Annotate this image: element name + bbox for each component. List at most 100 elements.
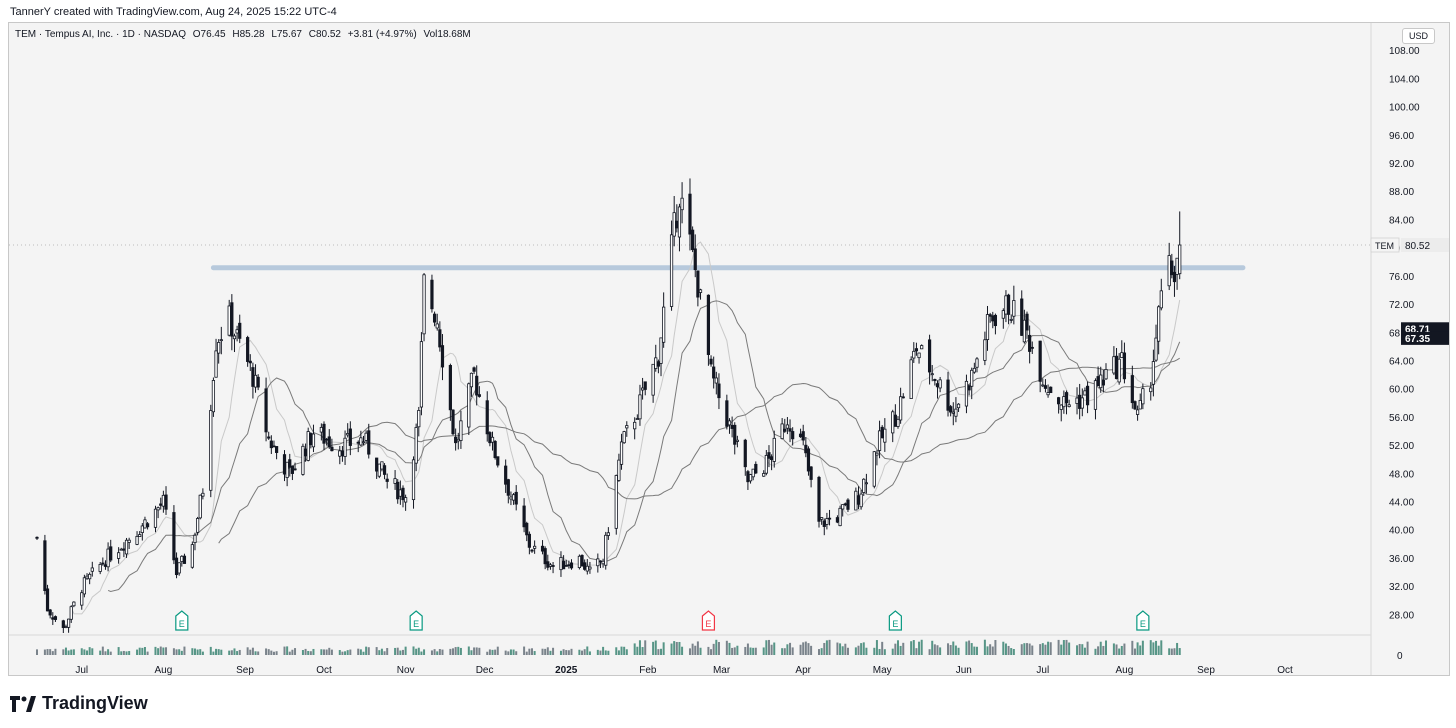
volume-bar [857,645,860,655]
volume-bar [423,649,426,655]
volume-bar [675,641,678,655]
candle-body [311,433,316,448]
candle-body [1049,386,1053,394]
volume-bar [215,648,218,655]
candle-body [361,441,366,444]
candle-body [232,335,237,340]
volume-bar [1002,641,1005,655]
volume-bar [452,648,455,655]
volume-bar [1152,642,1155,655]
y-tick-label: 96.00 [1389,131,1414,142]
volume-bar [1102,645,1105,655]
candle-body [248,360,252,364]
volume-bar [128,651,131,655]
volume-bar [975,646,978,655]
candle-body [227,305,231,336]
candle-body [585,565,589,572]
currency-button[interactable]: USD [1401,28,1435,44]
candle-body [485,400,489,435]
candle-body [835,517,840,523]
candle-body [798,433,803,438]
candle-body [272,445,276,448]
candle-body [156,507,160,511]
candle-body [101,562,105,565]
candle-body [230,302,234,337]
volume-bar [660,648,663,655]
candle-body [359,437,363,446]
volume-bar [617,650,620,655]
volume-bar [496,646,499,655]
chart-frame[interactable]: 108.00 104.00 100.00 96.00 92.00 88.00 84.00 80… [8,22,1450,676]
volume-bar [844,643,847,655]
volume-bar [717,642,720,655]
candle-body [804,444,808,454]
volume-bar [541,648,544,655]
volume-bar [567,650,570,655]
volume-bar [91,648,94,655]
candle-body [893,414,897,427]
candle-body [825,518,829,525]
candle-body [143,519,147,529]
volume-bar [744,646,747,655]
volume-bar [36,649,38,655]
tradingview-logo[interactable]: TradingView [10,693,148,714]
volume-bar [1041,643,1044,655]
candle-body [525,522,529,536]
volume-bar [183,646,186,655]
volume-bar [681,646,684,655]
candle-body [743,439,747,468]
candle-body [1059,404,1063,410]
volume-bar [623,646,626,655]
candle-body [451,409,455,435]
volume-bar [1099,641,1102,655]
symbol-legend: TEM · Tempus AI, Inc. · 1D · NASDAQ O76.… [15,29,475,40]
volume-bar [209,646,212,655]
candle-body [691,229,695,251]
volume-bar [415,648,418,655]
volume-bar [512,649,515,655]
volume-bar [899,645,902,655]
volume-bar [781,648,784,655]
y-tick-label: 88.00 [1389,187,1414,198]
candle-body [896,418,900,427]
volume-bar [80,648,83,655]
candle-body [872,451,876,487]
volume-bar [565,650,568,655]
x-tick-label: Dec [476,665,494,675]
volume-bar [175,649,178,655]
candle-body [117,552,121,559]
candle-body [725,400,729,427]
candle-body [348,428,352,446]
moving-average-20 [107,300,1181,593]
candle-body [454,436,458,444]
earnings-marker-icon [175,610,189,631]
volume-bar [1097,646,1100,655]
volume-bar [157,648,160,655]
volume-bar [473,647,476,655]
volume-bar [430,650,433,655]
volume-bar [251,647,254,655]
price-chart[interactable]: 108.00 104.00 100.00 96.00 92.00 88.00 84.00 80… [9,23,1449,675]
volume-bar [1081,644,1084,655]
volume-bar [1078,643,1081,655]
candle-body [174,557,179,576]
candle-body [438,329,442,348]
candle-body [496,456,500,466]
candle-body [567,564,571,567]
candle-body [688,193,692,235]
y-tick-label: 100.00 [1389,103,1420,114]
volume-bar [789,642,792,655]
candle-body [709,358,713,365]
candle-body [846,499,850,510]
candle-body [938,379,942,389]
volume-bar [773,642,776,655]
volume-bar [873,647,876,655]
candle-body [506,479,510,496]
candle-body [1043,385,1048,389]
volume-bar [828,639,831,655]
volume-bar [1068,642,1071,655]
volume-bar [236,651,239,655]
candle-body [991,315,995,322]
volume-bar [983,639,986,655]
volume-bar [712,643,715,655]
